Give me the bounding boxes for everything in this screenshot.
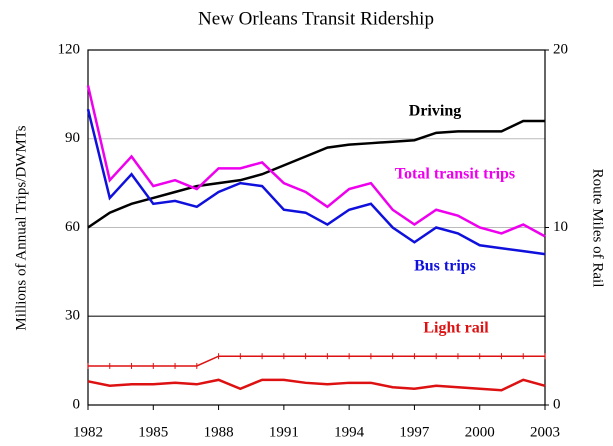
- x-tick-label: 1982: [73, 424, 103, 440]
- y-tick-label: 120: [58, 41, 81, 57]
- y-axis-label: Millions of Annual Trips/DWMTs: [13, 125, 29, 330]
- x-tick-label: 1988: [204, 424, 234, 440]
- y2-tick-label: 10: [553, 219, 568, 235]
- x-tick-label: 1997: [399, 424, 430, 440]
- series-label: Driving: [409, 103, 461, 120]
- series-line: [87, 378, 546, 392]
- y-tick-label: 90: [65, 130, 80, 146]
- series-label: Light rail: [423, 320, 489, 337]
- series-label: Bus trips: [414, 258, 476, 275]
- series-label: Total transit trips: [395, 166, 515, 183]
- x-tick-label: 1985: [138, 424, 168, 440]
- y2-axis-label: Route Miles of Rail: [590, 169, 606, 288]
- y-tick-label: 30: [65, 308, 80, 324]
- y-tick-label: 0: [73, 396, 81, 412]
- series-line: [88, 355, 545, 367]
- y-tick-label: 60: [65, 219, 80, 235]
- x-tick-label: 1994: [334, 424, 365, 440]
- series-line: [87, 119, 545, 229]
- series-line: [86, 108, 546, 256]
- x-tick-label: 1991: [269, 424, 299, 440]
- y2-tick-label: 0: [553, 396, 561, 412]
- x-tick-label: 2003: [530, 424, 560, 440]
- y2-tick-label: 20: [553, 41, 568, 57]
- chart-title: New Orleans Transit Ridership: [198, 8, 434, 29]
- x-tick-label: 2000: [465, 424, 495, 440]
- series-line: [86, 85, 546, 238]
